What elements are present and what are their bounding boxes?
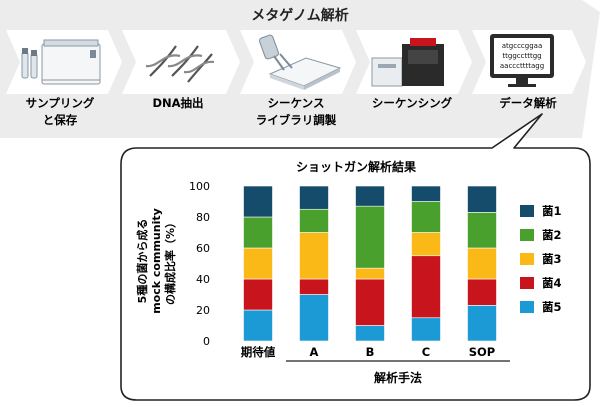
y-axis-title-line-1: 5種の菌から成る	[135, 219, 149, 304]
chart-title: ショットガン解析結果	[296, 159, 416, 174]
step-4-label: シーケンシング	[372, 96, 453, 110]
monitor-text-line-3: aacccttttagg	[500, 62, 544, 70]
bar-segment	[299, 232, 329, 280]
bar-segment	[355, 267, 385, 280]
y-tick-labels: 0 20 40 60 80 100	[189, 180, 210, 348]
workflow-banner: メタゲノム解析	[0, 0, 600, 138]
bar-segment	[411, 185, 441, 202]
bar-segment	[243, 247, 273, 280]
bar-segment	[411, 317, 441, 342]
bar-segment	[299, 294, 329, 342]
bar-segment	[467, 305, 497, 342]
y-tick-label: 100	[189, 180, 210, 193]
freezer-and-tubes-icon	[21, 39, 101, 85]
monitor-text-line-2: ttggcctttgg	[502, 52, 541, 60]
bar-segment	[411, 232, 441, 257]
bar-segment	[243, 216, 273, 249]
monitor-text-line-1: atgcccggaa	[502, 42, 543, 50]
legend-swatch	[520, 301, 534, 313]
x-axis-title: 解析手法	[374, 370, 422, 385]
pipette-and-plate-icon	[259, 34, 342, 90]
y-tick-label: 20	[196, 304, 210, 317]
bar-segment	[355, 205, 385, 269]
x-tick-label: A	[310, 345, 319, 359]
legend-label: 菌5	[542, 300, 562, 314]
legend-label: 菌2	[542, 228, 562, 242]
step-5-label: データ解析	[499, 96, 557, 110]
bar-segment	[299, 278, 329, 295]
x-tick-label: C	[422, 345, 430, 359]
x-tick-label: B	[366, 345, 375, 359]
step-1-label-line-1: サンプリング	[26, 96, 95, 110]
bar-segment	[243, 278, 273, 311]
bar-segment	[355, 185, 385, 207]
step-1-label-line-2: と保存	[43, 113, 78, 127]
step-3-label-line-2: ライブラリ調製	[256, 113, 337, 127]
sequencer-icon	[371, 38, 444, 87]
bar-segment	[355, 278, 385, 326]
bar-segment	[411, 255, 441, 319]
x-tick-labels: 期待値 A B C SOP	[241, 345, 496, 359]
y-tick-label: 60	[196, 242, 210, 255]
bar-stacks	[243, 185, 497, 342]
bar-segment	[467, 212, 497, 249]
legend-label: 菌3	[542, 252, 562, 266]
legend-swatch	[520, 277, 534, 289]
bar-segment	[243, 185, 273, 218]
y-axis-title: 5種の菌から成る mock community の構成比率（%）	[135, 208, 177, 314]
step-2-label: DNA抽出	[152, 96, 203, 110]
legend-swatch	[520, 229, 534, 241]
stacked-bar-chart: ショットガン解析結果 5種の菌から成る mock community の構成比率…	[135, 159, 562, 385]
y-axis-title-line-3: の構成比率（%）	[163, 217, 177, 305]
y-tick-label: 80	[196, 211, 210, 224]
legend-swatch	[520, 205, 534, 217]
bar-segment	[467, 247, 497, 280]
monitor-sequence-icon: atgcccggaa ttggcctttgg aacccttttagg	[490, 34, 554, 87]
y-tick-label: 0	[203, 335, 210, 348]
bar-segment	[355, 325, 385, 342]
bar-segment	[467, 278, 497, 306]
x-tick-label: SOP	[469, 345, 496, 359]
step-3-label-line-1: シーケンス	[268, 96, 325, 110]
y-tick-label: 40	[196, 273, 210, 286]
bar-segment	[411, 201, 441, 233]
bar-segment	[299, 185, 329, 210]
bar-segment	[299, 208, 329, 233]
y-axis-title-line-2: mock community	[150, 208, 163, 314]
x-tick-label: 期待値	[241, 345, 276, 359]
legend-label: 菌1	[542, 204, 562, 218]
bar-segment	[467, 185, 497, 213]
workflow-title: メタゲノム解析	[251, 7, 349, 24]
legend-label: 菌4	[542, 276, 562, 290]
chart-legend: 菌1 菌2 菌3 菌4 菌5	[520, 204, 562, 314]
bar-segment	[243, 309, 273, 342]
dna-helix-icon	[145, 45, 215, 83]
legend-swatch	[520, 253, 534, 265]
